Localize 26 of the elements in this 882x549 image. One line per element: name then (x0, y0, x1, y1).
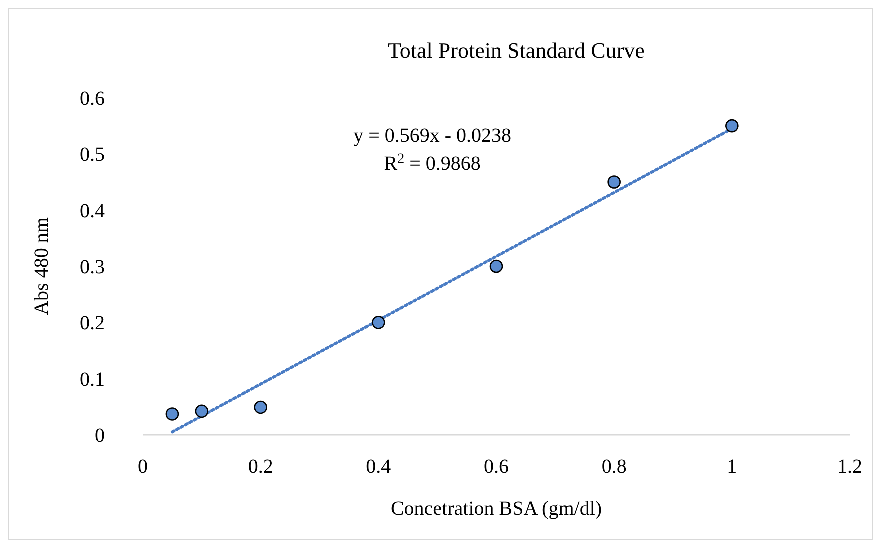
y-tick-label: 0.6 (80, 88, 105, 110)
point (166, 408, 180, 421)
x-tick-label: 0.2 (248, 456, 274, 478)
point (372, 316, 386, 330)
point (254, 400, 268, 414)
y-tick-label: 0.5 (80, 144, 105, 166)
x-axis-title: Concetration BSA (gm/dl) (390, 498, 602, 520)
y-axis-title: Abs 480 nm (31, 217, 53, 316)
x-tick-label: 1 (727, 456, 738, 478)
point (726, 119, 739, 133)
y-tick-label: 0.1 (80, 368, 105, 391)
point (490, 260, 504, 274)
x-tick-label: 0.8 (602, 456, 627, 478)
y-tick-label: 0.2 (80, 312, 105, 335)
annotation: R$^{2}$ = 0.9868 (384, 152, 481, 175)
x-tick-label: 0.6 (484, 456, 509, 478)
point (195, 404, 209, 418)
annotation: y = 0.569x - 0.0238 (354, 125, 512, 147)
x-tick-label: 1.2 (838, 456, 862, 478)
y-tick-label: 0 (95, 425, 105, 447)
chart-title: Total Protein Standard Curve (388, 38, 645, 63)
y-tick-label: 0.3 (80, 256, 105, 278)
x-tick-label: 0.4 (366, 456, 392, 478)
x-tick-label: 0 (138, 456, 148, 478)
point (608, 176, 621, 189)
y-tick-label: 0.4 (80, 200, 105, 222)
